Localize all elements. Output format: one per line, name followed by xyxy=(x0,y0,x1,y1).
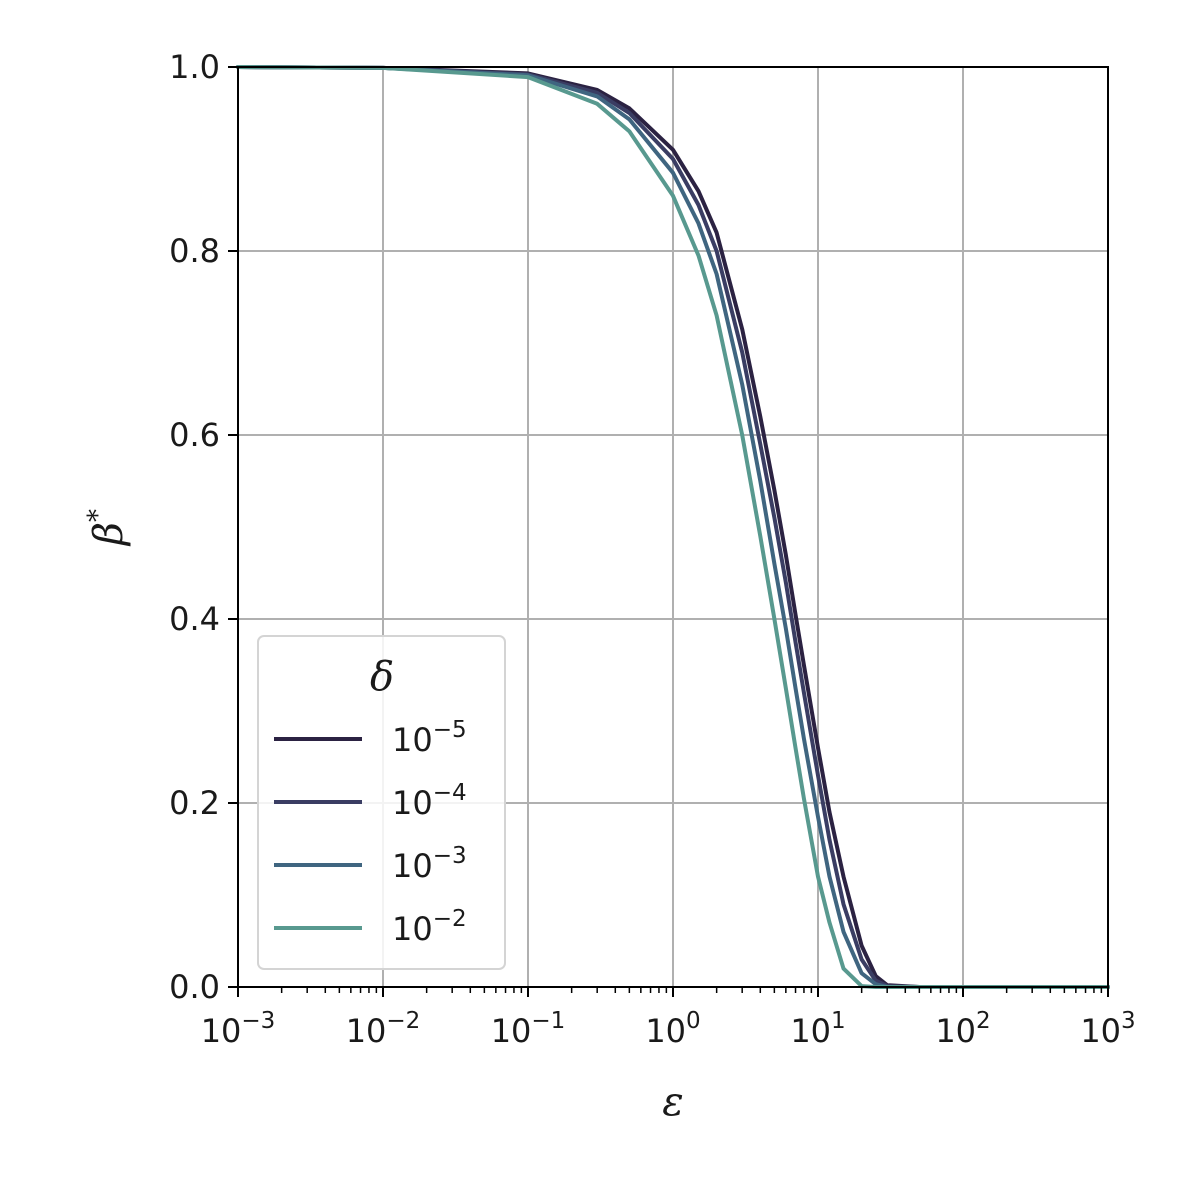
x-tick-label: 103 xyxy=(1080,1008,1135,1050)
x-tick-label: 102 xyxy=(935,1008,990,1050)
y-tick-label: 0.8 xyxy=(169,232,220,270)
x-tick-label: 10−2 xyxy=(346,1008,421,1050)
x-tick-label: 100 xyxy=(645,1008,700,1050)
legend-title: δ xyxy=(370,654,394,700)
y-tick-label: 0.0 xyxy=(169,968,220,1006)
y-tick-label: 0.4 xyxy=(169,600,220,638)
legend-box xyxy=(257,635,506,970)
axis-ticks: 10−3 10−2 10−1 100 101 102 103 0.0 0.2 0.4 0.6 0.8 1… xyxy=(169,48,1136,1050)
series-line xyxy=(236,65,1110,989)
x-tick-label: 10−1 xyxy=(491,1008,566,1050)
x-tick-label: 10−3 xyxy=(201,1008,276,1050)
y-tick-label: 1.0 xyxy=(169,48,220,86)
legend-label: 10−2 xyxy=(392,906,467,948)
y-tick-label: 0.2 xyxy=(169,784,220,822)
legend: δ 10−5 10−4 10−3 10−2 xyxy=(257,635,506,970)
legend-label: 10−5 xyxy=(392,717,467,759)
series-line xyxy=(236,65,1110,989)
legend-label: 10−4 xyxy=(392,780,467,822)
y-tick-label: 0.6 xyxy=(169,416,220,454)
y-axis-title: β* xyxy=(83,509,132,547)
legend-label: 10−3 xyxy=(392,843,467,885)
x-axis-title: ε xyxy=(662,1079,683,1125)
x-tick-label: 101 xyxy=(790,1008,845,1050)
